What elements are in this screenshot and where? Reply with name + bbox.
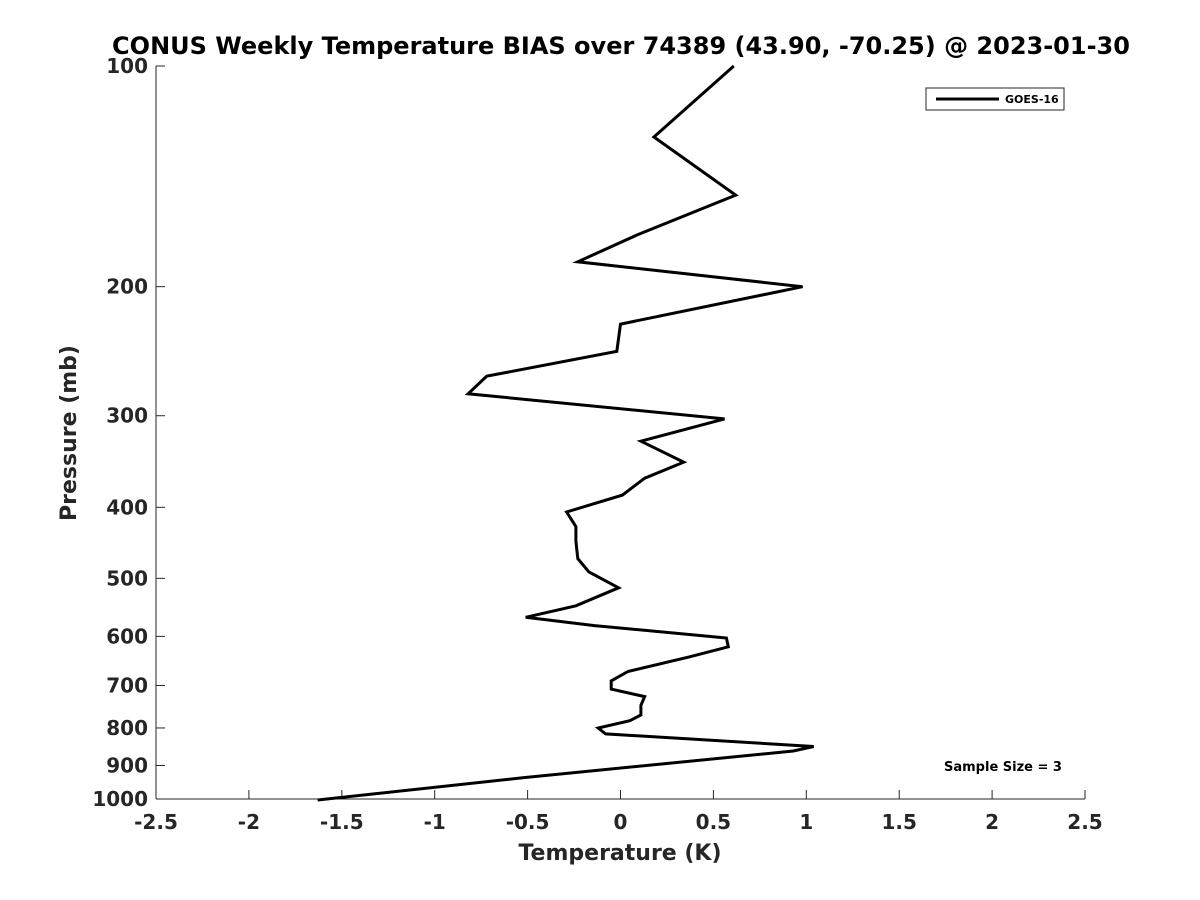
y-tick-label: 1000 [92,787,148,811]
y-tick-label: 500 [106,566,148,590]
x-tick-label: 1.5 [881,810,916,834]
y-axis-label: Pressure (mb) [57,345,82,521]
legend-label-goes-16: GOES-16 [1005,93,1059,106]
y-tick-label: 900 [106,753,148,777]
y-tick-label: 100 [106,54,148,78]
series-layer [317,64,815,802]
series-line-goes-16 [317,64,815,802]
x-tick-label: 0.5 [696,810,731,834]
x-tick-label: 0 [614,810,628,834]
x-tick-label: -0.5 [506,810,550,834]
chart-title: CONUS Weekly Temperature BIAS over 74389… [112,32,1130,60]
x-tick-label: -1 [424,810,446,834]
y-tick-label: 400 [106,495,148,519]
x-tick-label: 1 [799,810,813,834]
y-tick-label: 200 [106,275,148,299]
axes [155,66,1085,800]
x-tick-label: -2.5 [134,810,178,834]
x-ticks: -2.5 -2 -1.5 -1 -0.5 0 0.5 1 1.5 2 2.5 [134,790,1103,834]
x-tick-label: 2.5 [1067,810,1102,834]
y-tick-label: 600 [106,624,148,648]
y-ticks: 100 200 300 400 500 600 700 800 900 1000 [92,54,165,811]
y-tick-label: 800 [106,716,148,740]
sample-size-annotation: Sample Size = 3 [944,760,1062,775]
y-tick-label: 700 [106,673,148,697]
x-tick-label: -2 [238,810,260,834]
x-axis-label: Temperature (K) [518,841,721,866]
legend: GOES-16 [925,87,1065,111]
x-tick-label: -1.5 [320,810,364,834]
x-tick-label: 2 [985,810,999,834]
y-tick-label: 300 [106,404,148,428]
